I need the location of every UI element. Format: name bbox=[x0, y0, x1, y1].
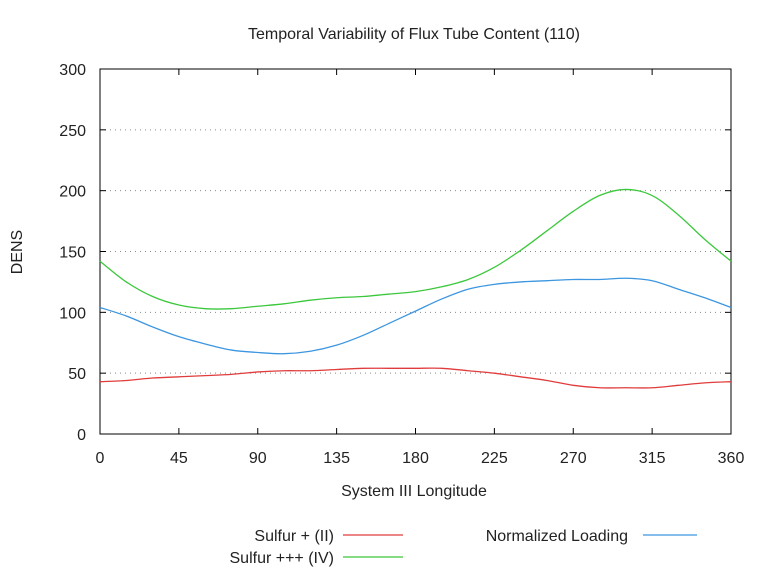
legend-label-normalized-loading: Normalized Loading bbox=[486, 528, 628, 545]
y-tick-label: 0 bbox=[77, 427, 86, 444]
x-tick-label: 360 bbox=[718, 450, 745, 467]
x-tick-label: 135 bbox=[323, 450, 350, 467]
x-tick-label: 90 bbox=[249, 450, 267, 467]
x-axis-label: System III Longitude bbox=[341, 483, 487, 500]
series-line-sulfur-iv bbox=[99, 188, 732, 310]
series-line-sulfur-ii bbox=[99, 367, 732, 389]
axis-ticks: 0 50 100 150 200 250 300 0 45 90 135 180 225 270 315 36… bbox=[59, 62, 744, 467]
chart-title: Temporal Variability of Flux Tube Conten… bbox=[248, 26, 580, 43]
x-tick-label: 315 bbox=[639, 450, 666, 467]
grid-lines bbox=[100, 129, 731, 374]
x-tick-label: 180 bbox=[402, 450, 429, 467]
x-tick-label: 45 bbox=[170, 450, 188, 467]
y-tick-label: 150 bbox=[59, 245, 86, 262]
x-tick-label: 0 bbox=[96, 450, 105, 467]
legend: Sulfur + (II) Sulfur +++ (IV) Normalized L… bbox=[230, 528, 697, 567]
y-tick-label: 300 bbox=[59, 62, 86, 79]
x-tick-label: 225 bbox=[481, 450, 508, 467]
legend-label-sulfur-ii: Sulfur + (II) bbox=[254, 528, 334, 545]
series-line-normalized-loading bbox=[99, 277, 732, 355]
y-axis-label: DENS bbox=[9, 230, 26, 274]
y-tick-label: 100 bbox=[59, 305, 86, 322]
y-tick-label: 50 bbox=[68, 366, 86, 383]
y-tick-label: 250 bbox=[59, 123, 86, 140]
y-tick-label: 200 bbox=[59, 184, 86, 201]
legend-label-sulfur-iv: Sulfur +++ (IV) bbox=[230, 550, 335, 567]
series-lines bbox=[99, 188, 732, 389]
x-tick-label: 270 bbox=[560, 450, 587, 467]
